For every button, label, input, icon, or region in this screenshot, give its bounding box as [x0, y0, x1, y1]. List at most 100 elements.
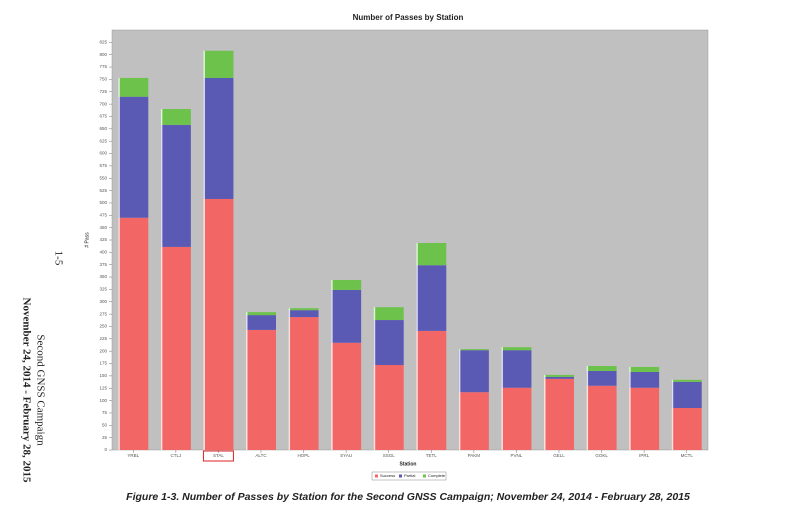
legend-box	[371, 471, 447, 481]
y-tick-label: 25	[102, 435, 108, 440]
bar-segment	[203, 198, 234, 450]
page-number: 1-5	[52, 251, 64, 266]
y-tick-label: 675	[99, 114, 107, 119]
bar-segment	[586, 366, 617, 371]
bar-segment	[629, 387, 660, 450]
legend-swatch	[375, 474, 378, 478]
bar-segment	[586, 385, 617, 450]
bar-edge	[160, 109, 163, 450]
y-tick-label: 800	[99, 52, 107, 57]
y-tick-label: 125	[99, 385, 107, 390]
bar-segment	[118, 217, 149, 450]
y-tick-label: 175	[99, 361, 107, 366]
bar-edge	[373, 307, 376, 450]
y-tick-label: 450	[99, 225, 107, 230]
bar-segment	[501, 387, 532, 450]
y-tick-label: 825	[99, 40, 107, 45]
x-tick-label: STAL	[213, 453, 224, 458]
y-tick-label: 50	[102, 422, 108, 427]
y-tick-label: 425	[99, 237, 107, 242]
bar-segment	[288, 310, 319, 318]
bar-segment	[246, 312, 276, 316]
label-highlight	[202, 450, 234, 462]
y-tick-label: 550	[99, 175, 107, 180]
bar-segment	[458, 350, 489, 393]
bar-segment	[458, 392, 489, 450]
y-tick-label: 100	[99, 398, 107, 403]
bar-segment	[671, 379, 702, 382]
x-tick-label: GOKL	[595, 453, 608, 458]
bar-segment	[416, 330, 447, 450]
y-tick-label: 700	[99, 101, 107, 106]
bar-segment	[118, 77, 149, 97]
y-tick-label: 725	[99, 89, 107, 94]
running-header: November 24, 2014 - February 28, 2015	[20, 298, 32, 483]
y-tick-label: 600	[99, 151, 107, 156]
bar-segment	[118, 96, 149, 218]
legend-swatch	[423, 474, 426, 478]
y-tick-label: 325	[99, 287, 107, 292]
x-tick-label: GELL	[553, 453, 565, 458]
bar-edge	[118, 77, 120, 450]
plot-area	[111, 29, 709, 451]
bar-segment	[416, 242, 447, 266]
y-tick-label: 275	[99, 311, 107, 316]
y-tick-label: 250	[99, 324, 107, 329]
bar-edge	[586, 366, 589, 450]
y-tick-label: 0	[104, 447, 107, 452]
figure-caption: Figure 1-3. Number of Passes by Station …	[126, 491, 690, 503]
legend-label: Success	[380, 473, 395, 478]
bar-segment	[501, 347, 532, 351]
bar-edge	[288, 308, 291, 450]
x-tick-label: YRBL	[127, 453, 139, 458]
y-axis-label: # Pass	[84, 232, 90, 248]
legend-label: Partial	[404, 473, 415, 478]
y-tick-label: 400	[99, 250, 107, 255]
x-tick-label: SSGL	[383, 453, 396, 458]
y-tick-label: 300	[99, 299, 107, 304]
bar-segment	[160, 109, 191, 125]
y-tick-label: 475	[99, 212, 107, 217]
y-tick-label: 625	[99, 138, 107, 143]
bar-edge	[331, 280, 333, 450]
x-tick-label: IPRL	[639, 453, 650, 458]
bar-edge	[629, 366, 631, 450]
bar-segment	[331, 342, 362, 450]
bar-segment	[416, 265, 447, 331]
bar-segment	[501, 350, 532, 388]
y-tick-label: 500	[99, 200, 107, 205]
x-tick-label: PVNL	[511, 453, 523, 458]
x-tick-label: MCTL	[681, 453, 694, 458]
bar-segment	[160, 124, 191, 247]
legend-swatch	[399, 474, 402, 478]
x-axis-label: Station	[400, 461, 417, 467]
bar-edge	[458, 349, 461, 450]
bar-segment	[629, 366, 660, 372]
bar-segment	[458, 349, 489, 351]
bar-edge	[246, 312, 248, 450]
y-tick-label: 150	[99, 373, 107, 378]
bar-segment	[671, 381, 702, 408]
bar-segment	[160, 246, 191, 450]
y-tick-label: 200	[99, 348, 107, 353]
bar-segment	[544, 376, 574, 379]
bar-segment	[671, 408, 702, 450]
y-tick-label: 575	[99, 163, 107, 168]
bar-segment	[373, 365, 404, 450]
bar-segment	[373, 307, 404, 321]
x-tick-label: ALTC	[255, 453, 267, 458]
bar-segment	[629, 371, 660, 388]
x-tick-label: PAKM	[468, 453, 481, 458]
legend-label: Complete	[428, 473, 446, 478]
bar-segment	[373, 320, 404, 366]
y-tick-label: 750	[99, 77, 107, 82]
bar-edge	[671, 379, 674, 450]
y-tick-label: 75	[102, 410, 108, 415]
bar-segment	[246, 329, 276, 450]
bar-edge	[544, 374, 546, 450]
bar-edge	[501, 347, 503, 450]
bar-segment	[246, 315, 276, 330]
y-tick-label: 375	[99, 262, 107, 267]
bar-segment	[331, 280, 362, 290]
